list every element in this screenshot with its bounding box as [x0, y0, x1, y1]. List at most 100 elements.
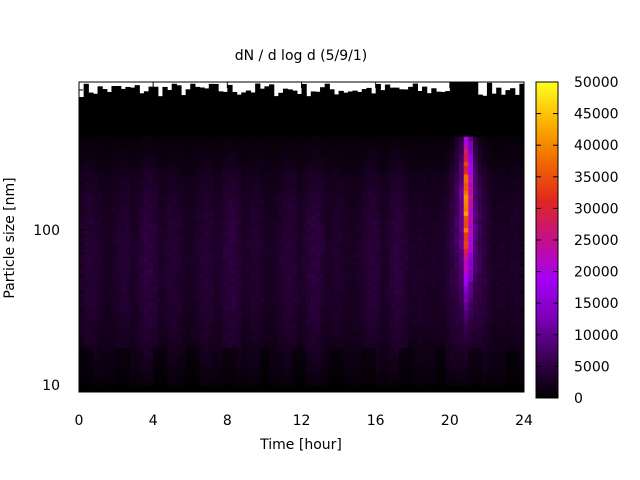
heatmap-cell — [273, 376, 279, 382]
heatmap-cell — [180, 240, 187, 245]
heatmap-cell — [301, 231, 307, 237]
heatmap-cell — [347, 149, 354, 154]
heatmap-cell — [320, 380, 326, 386]
heatmap-cell — [102, 219, 108, 225]
heatmap-cell — [227, 260, 233, 266]
heatmap-cell — [347, 297, 354, 303]
heatmap-cell — [371, 161, 377, 167]
heatmap-cell — [426, 223, 432, 229]
heatmap-cell — [264, 289, 270, 295]
heatmap-cell — [208, 289, 215, 295]
heatmap-cell — [371, 219, 377, 225]
heatmap-cell — [269, 355, 275, 361]
heatmap-cell — [218, 240, 224, 245]
heatmap-cell — [218, 293, 224, 299]
heatmap-cell — [343, 355, 349, 361]
heatmap-cell — [97, 335, 103, 340]
heatmap-cell — [167, 206, 173, 212]
heatmap-cell — [394, 273, 400, 278]
heatmap-cell — [120, 293, 126, 299]
heatmap-cell — [255, 227, 261, 233]
heatmap-cell — [352, 289, 358, 295]
heatmap-cell — [180, 347, 187, 353]
heatmap-cell — [287, 182, 293, 187]
heatmap-cell — [111, 161, 117, 167]
heatmap-cell — [255, 318, 261, 324]
heatmap-cell — [245, 215, 252, 220]
heatmap-cell — [245, 140, 252, 146]
heatmap-cell — [384, 343, 391, 349]
heatmap-cell — [454, 302, 460, 307]
heatmap-cell — [412, 140, 418, 146]
heatmap-cell — [194, 347, 201, 353]
heatmap-cell — [204, 314, 210, 320]
heatmap-cell — [88, 322, 94, 328]
heatmap-cell — [301, 335, 307, 340]
heatmap-cell — [106, 293, 113, 299]
heatmap-cell — [245, 343, 252, 349]
heatmap-cell — [111, 206, 117, 212]
heatmap-cell — [398, 331, 405, 336]
heatmap-cell — [394, 339, 400, 345]
heatmap-cell — [139, 198, 145, 204]
heatmap-cell — [389, 219, 395, 225]
heatmap-cell — [139, 364, 145, 369]
heatmap-cell — [361, 235, 367, 241]
heatmap-cell — [310, 260, 317, 266]
heatmap-cell — [139, 372, 145, 378]
heatmap-cell — [329, 297, 335, 303]
heatmap-cell — [176, 351, 182, 357]
heatmap-cell — [245, 186, 252, 191]
heatmap-cell — [435, 297, 442, 303]
heatmap-cell — [250, 322, 256, 328]
heatmap-cell — [445, 235, 451, 241]
heatmap-cell — [320, 177, 326, 183]
heatmap-cell — [180, 260, 187, 266]
heatmap-cell — [259, 219, 266, 225]
heatmap-cell — [324, 140, 330, 146]
heatmap-cell — [449, 206, 456, 212]
heatmap-cell — [426, 140, 432, 146]
heatmap-cell — [320, 144, 326, 150]
heatmap-cell — [287, 89, 293, 138]
heatmap-cell — [185, 198, 191, 204]
heatmap-cell — [148, 335, 154, 340]
heatmap-cell — [180, 227, 187, 233]
heatmap-cell — [139, 326, 145, 332]
heatmap-cell — [282, 360, 289, 365]
heatmap-cell — [338, 198, 344, 204]
heatmap-cell — [329, 252, 335, 258]
heatmap-cell — [292, 335, 298, 340]
heatmap-cell — [129, 215, 136, 220]
heatmap-cell — [403, 360, 409, 365]
heatmap-cell — [394, 302, 400, 307]
heatmap-cell — [320, 289, 326, 295]
heatmap-cell — [320, 297, 326, 303]
heatmap-cell — [171, 136, 177, 142]
heatmap-cell — [440, 182, 446, 187]
heatmap-cell — [287, 269, 293, 274]
heatmap-cell — [306, 96, 312, 138]
heatmap-cell — [97, 293, 103, 299]
heatmap-cell — [120, 136, 126, 142]
heatmap-cell — [185, 186, 191, 191]
heatmap-cell — [329, 169, 335, 175]
heatmap-cell — [445, 231, 451, 237]
heatmap-cell — [162, 376, 168, 382]
heatmap-cell — [92, 198, 99, 204]
heatmap-cell — [361, 165, 367, 171]
heatmap-cell — [435, 355, 442, 361]
heatmap-cell — [129, 235, 136, 241]
heatmap-cell — [320, 302, 326, 307]
heatmap-cell — [102, 149, 108, 154]
heatmap-cell — [324, 83, 330, 138]
heatmap-cell — [412, 335, 418, 340]
heatmap-cell — [422, 231, 428, 237]
heatmap-cell — [116, 314, 122, 320]
heatmap-cell — [324, 182, 330, 187]
heatmap-cell — [347, 182, 354, 187]
heatmap-cell — [296, 244, 303, 249]
heatmap-cell — [394, 87, 400, 138]
heatmap-cell — [287, 157, 293, 163]
